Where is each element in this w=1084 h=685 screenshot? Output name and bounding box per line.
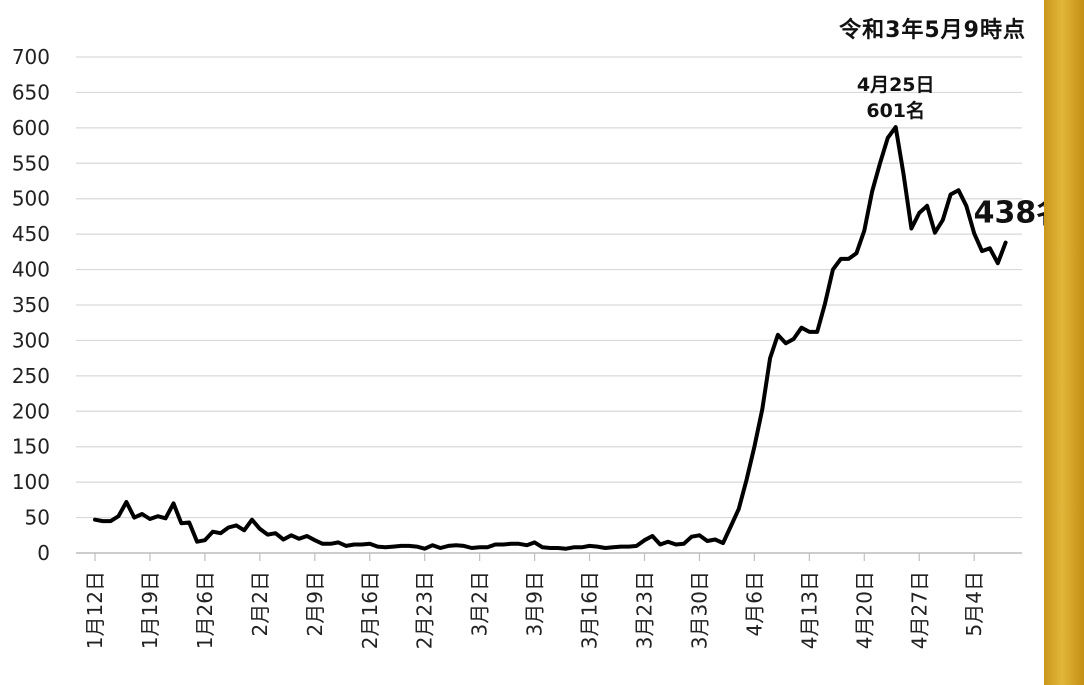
x-axis: 1月12日 1月19日 1月26日 2月2日 2月9日 2月16日 2月23日 3月2日 3月9… xyxy=(76,552,1022,649)
x-tick-label: 2月9日 xyxy=(303,571,327,636)
annotations-layer: 4月25日 601名 438名 xyxy=(857,74,1044,230)
y-tick-label: 50 xyxy=(25,506,50,530)
x-tick-label: 1月26日 xyxy=(193,571,217,649)
y-tick-label: 650 xyxy=(12,80,50,104)
x-tick-label: 3月30日 xyxy=(687,571,711,649)
peak-date-label: 4月25日 xyxy=(857,74,935,96)
y-tick-label: 0 xyxy=(37,541,50,565)
peak-value-label: 601名 xyxy=(866,99,925,122)
y-tick-label: 350 xyxy=(12,293,50,317)
x-tick-label: 4月27日 xyxy=(907,571,931,649)
x-tick-label: 4月13日 xyxy=(797,571,821,649)
x-tick-label: 5月4日 xyxy=(962,571,986,636)
y-tick-label: 600 xyxy=(12,116,50,140)
line-chart: 0 50 100 150 200 250 300 350 400 450 500 550 600 650 7… xyxy=(12,45,1044,649)
y-axis: 0 50 100 150 200 250 300 350 400 450 500 550 600 650 7… xyxy=(12,45,50,565)
y-tick-label: 500 xyxy=(12,187,50,211)
x-tick-label: 2月23日 xyxy=(413,571,437,649)
y-tick-label: 700 xyxy=(12,45,50,69)
x-tick-label: 4月6日 xyxy=(742,571,766,636)
x-tick-label: 3月9日 xyxy=(523,571,547,636)
y-tick-label: 300 xyxy=(12,328,50,352)
y-tick-label: 400 xyxy=(12,258,50,282)
x-tick-label: 3月16日 xyxy=(578,571,602,649)
y-tick-label: 200 xyxy=(12,399,50,423)
gridlines xyxy=(76,56,1022,554)
y-tick-label: 450 xyxy=(12,222,50,246)
timestamp-label: 令和3年5月9時点 xyxy=(839,18,1026,43)
y-tick-label: 550 xyxy=(12,151,50,175)
y-tick-label: 150 xyxy=(12,435,50,459)
y-tick-label: 250 xyxy=(12,364,50,388)
decorative-gold-strip xyxy=(1044,0,1084,685)
series-layer xyxy=(93,125,1008,551)
x-tick-label: 2月2日 xyxy=(248,571,272,636)
x-tick-label: 3月23日 xyxy=(633,571,657,649)
x-tick-label: 1月12日 xyxy=(83,571,107,649)
y-tick-label: 100 xyxy=(12,470,50,494)
last-value-label: 438名 xyxy=(974,196,1044,231)
x-tick-label: 4月20日 xyxy=(852,571,876,649)
x-tick-label: 3月2日 xyxy=(468,571,492,636)
x-tick-label: 1月19日 xyxy=(138,571,162,649)
x-tick-label: 2月16日 xyxy=(358,571,382,649)
series-line xyxy=(93,125,1008,551)
